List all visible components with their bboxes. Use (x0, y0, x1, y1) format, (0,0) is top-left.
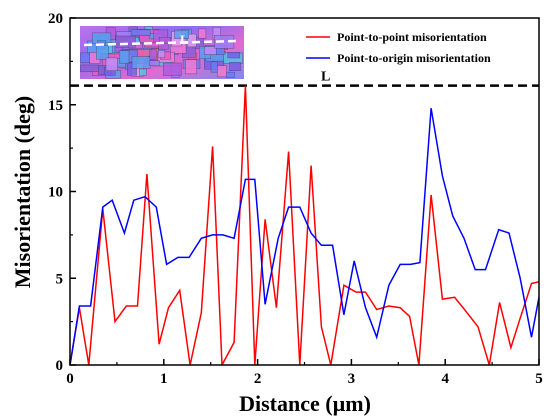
x-axis-ticks: 0 1 2 3 4 5 (66, 359, 543, 387)
inset-grain (149, 49, 157, 60)
inset-grain (204, 46, 217, 55)
y-tick-label: 15 (48, 98, 63, 114)
y-axis-ticks: 0 5 10 15 20 (48, 11, 76, 374)
inset-grain (225, 71, 235, 78)
plot-area (70, 84, 539, 365)
inset-grain (130, 29, 151, 36)
microstructure-inset-image: L (80, 26, 244, 79)
legend: Point-to-point misorientation Point-to-o… (306, 30, 491, 65)
inset-grain (227, 52, 241, 59)
x-tick-label: 4 (441, 371, 449, 387)
inset-grain (229, 62, 241, 71)
legend-label-point-to-origin: Point-to-origin misorientation (337, 51, 491, 65)
inset-grain (115, 35, 136, 48)
inset-grain (119, 50, 130, 64)
inset-grain (210, 61, 218, 73)
inset-grain (159, 37, 171, 44)
inset-grain (149, 60, 160, 66)
inset-scan-label: L (180, 32, 189, 47)
inset-grain (157, 50, 166, 59)
series-point-to-origin-line (70, 108, 539, 365)
x-tick-label: 1 (160, 371, 168, 387)
x-tick-label: 3 (348, 371, 356, 387)
y-tick-label: 0 (56, 358, 64, 374)
inset-grain (95, 45, 109, 60)
series-point-to-point-line (70, 85, 539, 365)
inset-grain (80, 64, 99, 72)
y-tick-label: 5 (56, 271, 64, 287)
inset-grain (105, 57, 118, 72)
y-tick-label: 10 (48, 185, 63, 201)
inset-scan-line (83, 39, 239, 47)
inset-grain (187, 33, 197, 48)
inset-grain (138, 68, 147, 76)
inset-grain (174, 29, 189, 39)
y-axis-label: Misorientation (deg) (10, 96, 35, 288)
legend-label-point-to-point: Point-to-point misorientation (337, 30, 487, 44)
x-axis-label: Distance (µm) (239, 391, 371, 416)
x-tick-label: 5 (535, 371, 543, 387)
x-tick-label: 2 (254, 371, 262, 387)
inset-grain (217, 65, 227, 78)
y-tick-label: 20 (48, 11, 63, 27)
inset-grain (131, 56, 151, 69)
inset-grain (198, 28, 207, 39)
inset-grain (163, 62, 182, 76)
inset-grain (185, 59, 197, 75)
reference-line-label: L (321, 70, 330, 85)
x-tick-label: 0 (66, 371, 74, 387)
